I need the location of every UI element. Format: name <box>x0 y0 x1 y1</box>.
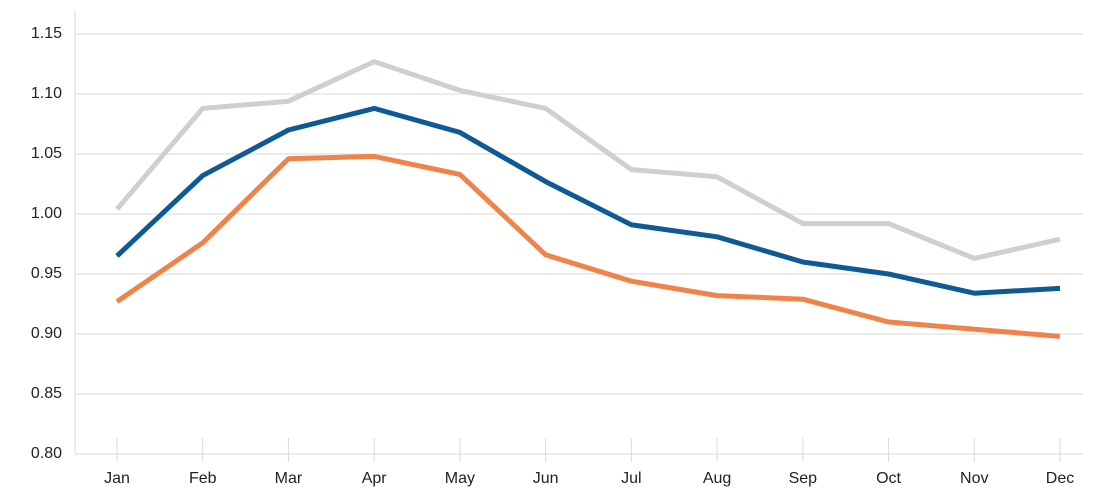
y-tick-label: 1.15 <box>31 25 62 42</box>
y-tick-label: 1.10 <box>31 85 62 102</box>
x-tick-label: Jun <box>533 470 559 487</box>
y-tick-label: 0.80 <box>31 445 62 462</box>
y-tick-label: 1.05 <box>31 145 62 162</box>
series-line <box>115 153 1061 339</box>
x-tick-label: May <box>445 470 475 487</box>
x-tick-label: Apr <box>362 470 388 487</box>
series-line <box>115 59 1061 261</box>
x-tick-label: Jul <box>621 470 641 487</box>
series-line <box>115 105 1061 296</box>
x-tick-label: Nov <box>960 470 988 487</box>
x-tick-label: Sep <box>789 470 818 487</box>
x-tick-label: Dec <box>1046 470 1074 487</box>
y-tick-label: 0.95 <box>31 265 62 282</box>
x-tick-label: Jan <box>104 470 130 487</box>
x-tick-label: Mar <box>275 470 303 487</box>
x-tick-label: Aug <box>703 470 731 487</box>
y-tick-label: 0.85 <box>31 385 62 402</box>
y-tick-label: 1.00 <box>31 205 62 222</box>
y-tick-label: 0.90 <box>31 325 62 342</box>
x-tick-label: Feb <box>189 470 217 487</box>
x-tick-label: Oct <box>876 470 901 487</box>
